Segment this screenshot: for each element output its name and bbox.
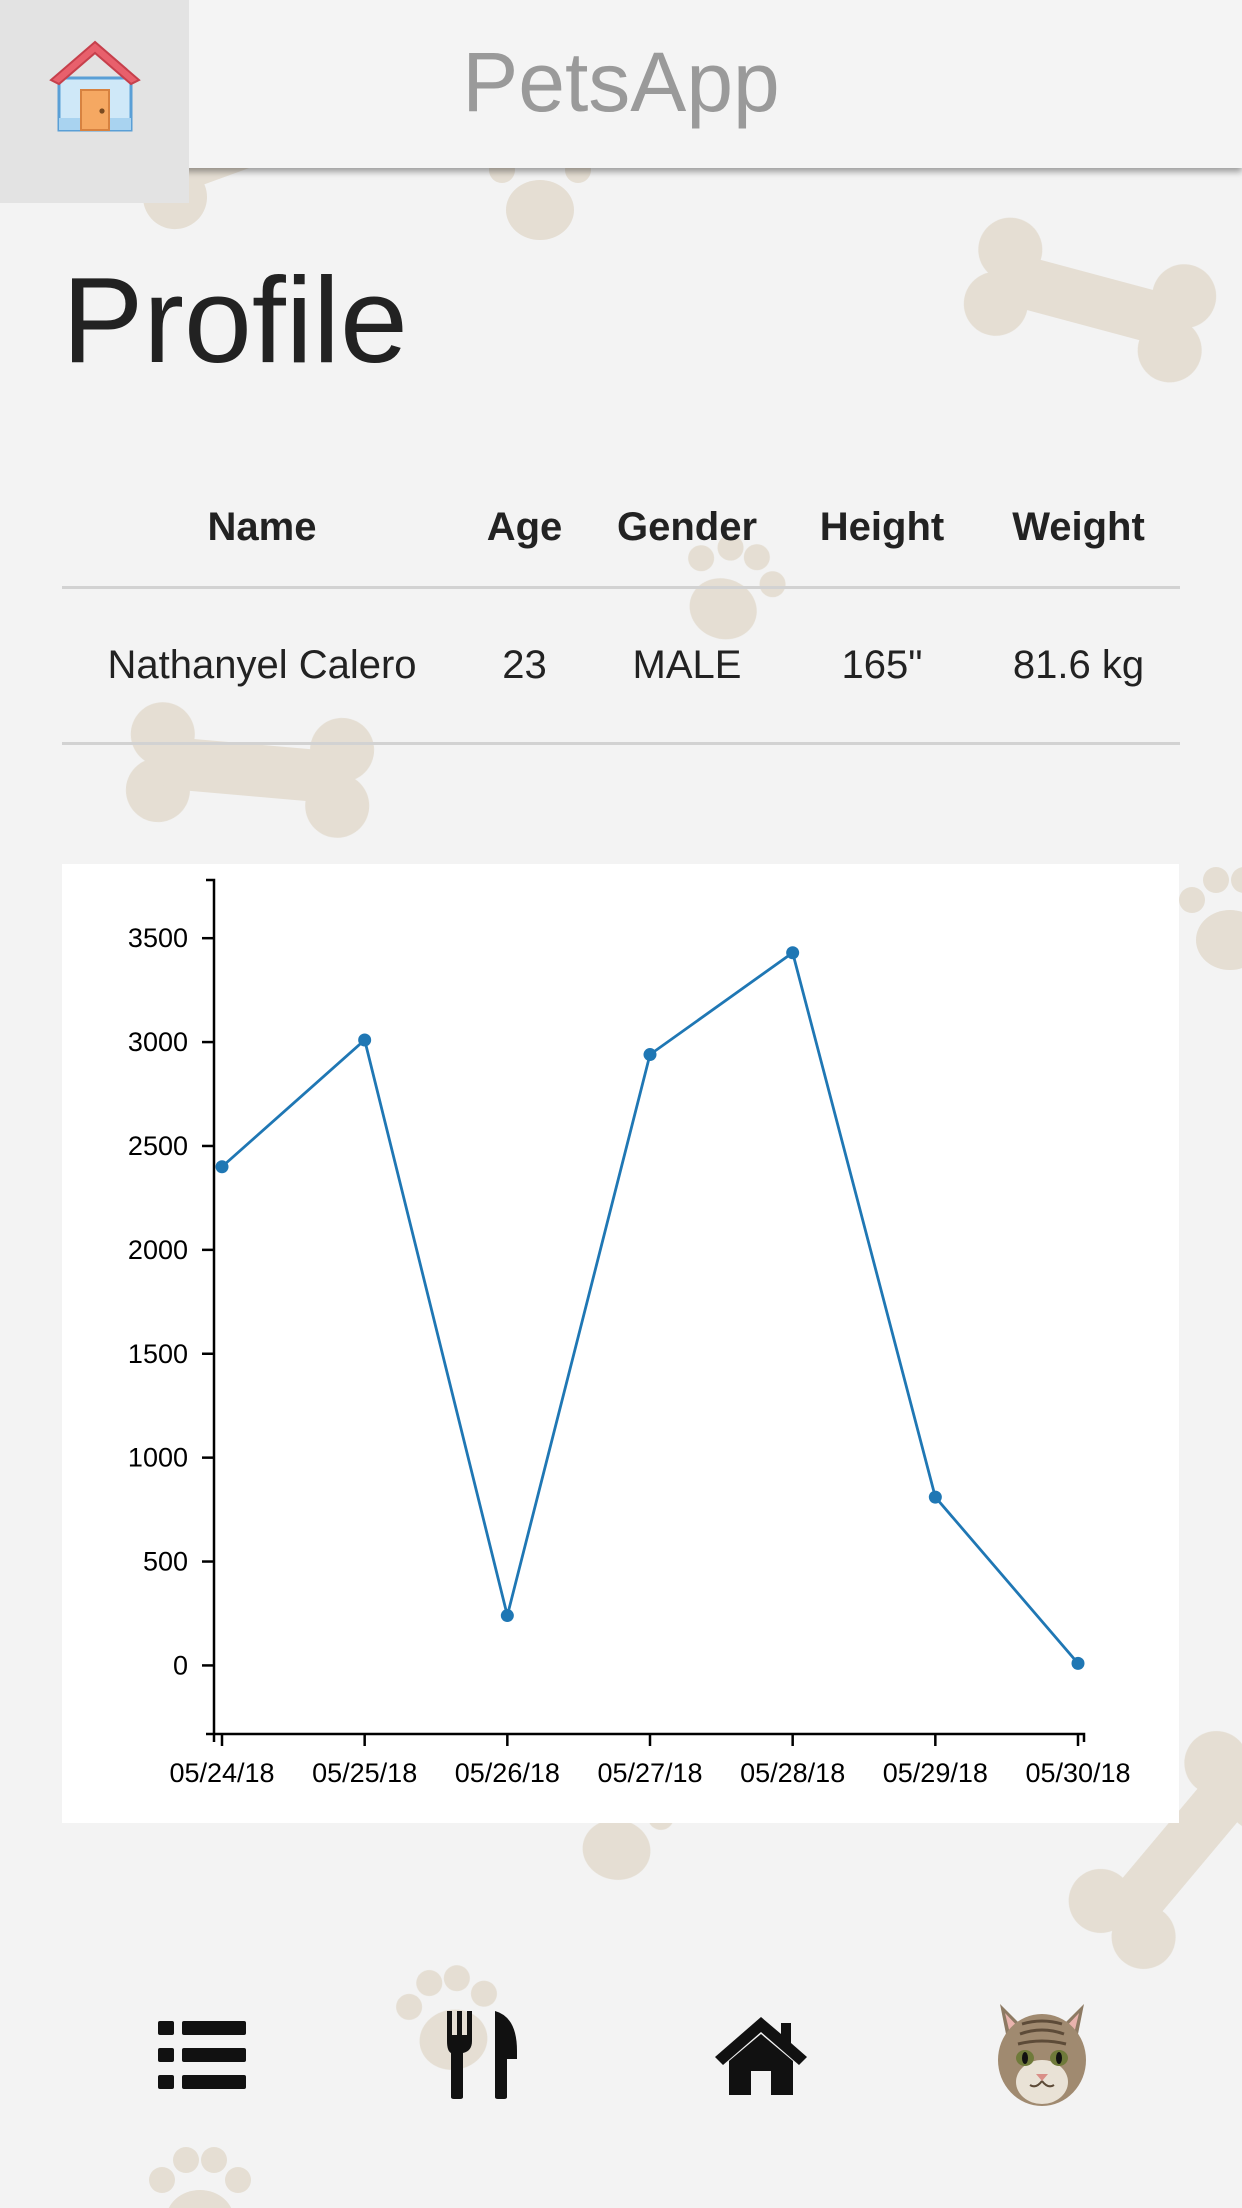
cell-height: 165" <box>787 587 977 745</box>
line-chart-svg: 0 500 1000 1500 2000 2500 3000 3500 05/24/18 05/2… <box>128 878 1131 1788</box>
x-tick-label: 05/24/18 <box>169 1758 274 1788</box>
data-point <box>358 1033 372 1047</box>
table-header-row: Name Age Gender Height Weight <box>62 468 1180 589</box>
data-point <box>928 1490 942 1504</box>
nav-pet-profile-button[interactable] <box>972 1970 1112 2140</box>
cat-face-icon <box>998 2004 1086 2106</box>
data-point <box>215 1160 229 1174</box>
y-tick-label: 2500 <box>128 1131 188 1161</box>
y-tick-label: 2000 <box>128 1235 188 1265</box>
y-tick-label: 500 <box>143 1547 188 1577</box>
home-icon <box>715 2017 807 2095</box>
cell-gender: MALE <box>587 587 787 745</box>
cell-weight: 81.6 kg <box>977 587 1180 745</box>
nav-list-button[interactable] <box>132 1970 272 2140</box>
y-tick-label: 0 <box>173 1650 188 1680</box>
app-title: PetsApp <box>462 35 780 129</box>
x-tick-label: 05/27/18 <box>597 1758 702 1788</box>
nav-home-button[interactable] <box>691 1970 831 2140</box>
table-row: Nathanyel Calero 23 MALE 165" 81.6 kg <box>62 587 1180 745</box>
data-point <box>1071 1656 1085 1670</box>
data-point <box>786 946 800 960</box>
page-title: Profile <box>62 252 408 388</box>
y-tick-label: 3500 <box>128 923 188 953</box>
x-tick-label: 05/26/18 <box>455 1758 560 1788</box>
column-header-age: Age <box>462 468 587 589</box>
profile-table: Name Age Gender Height Weight Nathanyel … <box>62 468 1180 745</box>
x-tick-label: 05/29/18 <box>883 1758 988 1788</box>
data-point <box>643 1048 657 1062</box>
house-icon <box>48 40 141 132</box>
x-tick-label: 05/28/18 <box>740 1758 845 1788</box>
y-axis <box>206 878 216 1736</box>
column-header-height: Height <box>787 468 977 589</box>
nav-food-button[interactable] <box>412 1970 552 2140</box>
house-button[interactable] <box>0 0 189 203</box>
activity-chart: 0 500 1000 1500 2000 2500 3000 3500 05/24/18 05/2… <box>62 864 1179 1823</box>
y-tick-label: 3000 <box>128 1027 188 1057</box>
y-tick-label: 1500 <box>128 1339 188 1369</box>
x-tick-label: 05/30/18 <box>1025 1758 1130 1788</box>
bottom-nav <box>0 1970 1242 2140</box>
app-header: PetsApp <box>0 0 1242 168</box>
cell-age: 23 <box>462 587 587 745</box>
column-header-gender: Gender <box>587 468 787 589</box>
list-icon <box>158 2021 246 2089</box>
column-header-name: Name <box>62 468 462 589</box>
column-header-weight: Weight <box>977 468 1180 589</box>
cell-name: Nathanyel Calero <box>62 587 462 745</box>
y-tick-label: 1000 <box>128 1443 188 1473</box>
x-tick-label: 05/25/18 <box>312 1758 417 1788</box>
fork-knife-icon <box>447 2011 517 2099</box>
data-point <box>500 1609 514 1623</box>
